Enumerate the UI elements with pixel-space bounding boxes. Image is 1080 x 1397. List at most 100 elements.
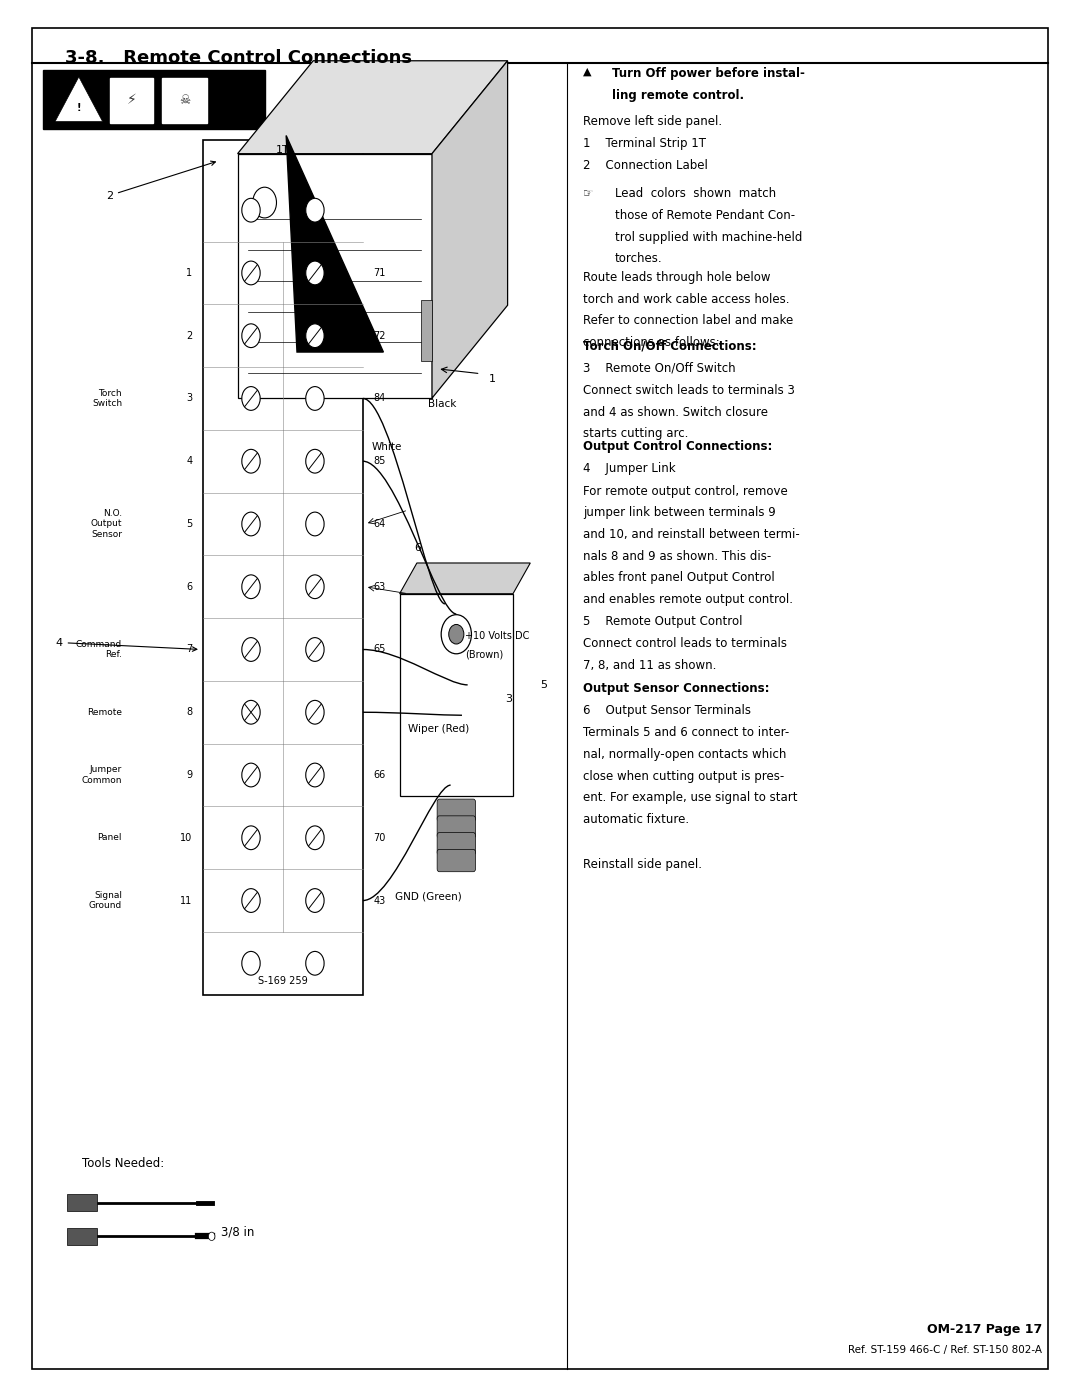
Text: 11: 11	[180, 895, 192, 905]
Text: connections as follows:: connections as follows:	[583, 335, 720, 349]
Text: trol supplied with machine-held: trol supplied with machine-held	[615, 231, 801, 243]
Bar	[110, 78, 153, 123]
FancyBboxPatch shape	[437, 849, 475, 872]
Text: 2: 2	[106, 161, 215, 201]
Polygon shape	[238, 154, 432, 398]
FancyBboxPatch shape	[437, 833, 475, 855]
Text: Output Control Connections:: Output Control Connections:	[583, 440, 772, 453]
Circle shape	[306, 387, 324, 411]
Text: Remote: Remote	[87, 708, 122, 717]
Text: Torch
Switch: Torch Switch	[92, 388, 122, 408]
Text: starts cutting arc.: starts cutting arc.	[583, 427, 689, 440]
Circle shape	[242, 951, 260, 975]
Text: OM-217 Page 17: OM-217 Page 17	[927, 1323, 1042, 1336]
Text: and 10, and reinstall between termi-: and 10, and reinstall between termi-	[583, 528, 800, 541]
Text: 7, 8, and 11 as shown.: 7, 8, and 11 as shown.	[583, 658, 716, 672]
Text: 70: 70	[374, 833, 386, 842]
Text: Remove left side panel.: Remove left side panel.	[583, 115, 723, 127]
Circle shape	[306, 888, 324, 912]
Circle shape	[306, 826, 324, 849]
Text: 1: 1	[186, 268, 192, 278]
Text: 3    Remote On/Off Switch: 3 Remote On/Off Switch	[583, 362, 735, 374]
Text: 1    Terminal Strip 1T: 1 Terminal Strip 1T	[583, 137, 706, 149]
Text: automatic fixture.: automatic fixture.	[583, 813, 689, 826]
Circle shape	[449, 624, 464, 644]
Polygon shape	[238, 61, 508, 154]
Circle shape	[242, 888, 260, 912]
Text: 9: 9	[186, 770, 192, 780]
Text: Connect control leads to terminals: Connect control leads to terminals	[583, 637, 787, 650]
Polygon shape	[286, 136, 383, 352]
Circle shape	[306, 576, 324, 598]
Text: Panel: Panel	[97, 833, 122, 842]
Text: 4    Jumper Link: 4 Jumper Link	[583, 462, 676, 475]
Circle shape	[306, 763, 324, 787]
Text: 63: 63	[374, 581, 386, 592]
Text: jumper link between terminals 9: jumper link between terminals 9	[583, 506, 775, 520]
Text: 3-8.   Remote Control Connections: 3-8. Remote Control Connections	[65, 49, 411, 67]
Circle shape	[306, 700, 324, 724]
Text: 4: 4	[55, 637, 197, 651]
Text: 6: 6	[186, 581, 192, 592]
Text: For remote output control, remove: For remote output control, remove	[583, 485, 788, 497]
Text: 71: 71	[374, 268, 386, 278]
Bar	[421, 300, 432, 362]
Bar	[203, 140, 363, 995]
Text: Wiper (Red): Wiper (Red)	[408, 724, 470, 733]
Circle shape	[242, 261, 260, 285]
Text: 85: 85	[374, 457, 386, 467]
Circle shape	[242, 450, 260, 474]
Text: close when cutting output is pres-: close when cutting output is pres-	[583, 770, 784, 782]
Text: Jumper
Common: Jumper Common	[82, 766, 122, 785]
Text: 6    Output Sensor Terminals: 6 Output Sensor Terminals	[583, 704, 752, 717]
Text: torches.: torches.	[615, 251, 662, 265]
Bar	[67, 1194, 97, 1211]
Circle shape	[242, 700, 260, 724]
Circle shape	[242, 324, 260, 348]
Circle shape	[306, 261, 324, 285]
Circle shape	[242, 513, 260, 536]
Circle shape	[306, 324, 324, 348]
Circle shape	[242, 826, 260, 849]
Text: and enables remote output control.: and enables remote output control.	[583, 592, 793, 606]
Text: N.O.
Output
Sensor: N.O. Output Sensor	[91, 509, 122, 539]
Text: Command
Ref.: Command Ref.	[76, 640, 122, 659]
Text: torch and work cable access holes.: torch and work cable access holes.	[583, 293, 789, 306]
Circle shape	[306, 450, 324, 474]
Text: 65: 65	[374, 644, 386, 655]
Text: 66: 66	[374, 770, 386, 780]
Circle shape	[306, 637, 324, 661]
Text: ables front panel Output Control: ables front panel Output Control	[583, 571, 775, 584]
Text: 7: 7	[186, 644, 192, 655]
Text: ling remote control.: ling remote control.	[612, 89, 744, 102]
Text: nals 8 and 9 as shown. This dis-: nals 8 and 9 as shown. This dis-	[583, 549, 771, 563]
Bar	[43, 70, 265, 129]
FancyBboxPatch shape	[437, 799, 475, 821]
Text: 84: 84	[374, 394, 386, 404]
Text: 4: 4	[186, 457, 192, 467]
Text: and 4 as shown. Switch closure: and 4 as shown. Switch closure	[583, 405, 768, 419]
Text: 8: 8	[186, 707, 192, 717]
Circle shape	[242, 576, 260, 598]
Circle shape	[306, 198, 324, 222]
Text: White: White	[372, 443, 402, 453]
Text: S-169 259: S-169 259	[258, 977, 308, 986]
Polygon shape	[55, 77, 103, 122]
Text: ⚡: ⚡	[126, 94, 137, 108]
Text: 3: 3	[505, 693, 512, 704]
Circle shape	[242, 198, 260, 222]
Circle shape	[242, 763, 260, 787]
Text: 6: 6	[415, 543, 421, 553]
Text: 3: 3	[186, 394, 192, 404]
Circle shape	[208, 1232, 215, 1241]
Circle shape	[242, 637, 260, 661]
Text: ent. For example, use signal to start: ent. For example, use signal to start	[583, 791, 798, 805]
Text: 3/8 in: 3/8 in	[221, 1225, 255, 1239]
Text: 5: 5	[186, 518, 192, 529]
Circle shape	[306, 951, 324, 975]
Circle shape	[253, 187, 276, 218]
Text: GND (Green): GND (Green)	[395, 891, 462, 901]
Text: Turn Off power before instal-: Turn Off power before instal-	[612, 67, 806, 80]
Circle shape	[442, 615, 472, 654]
Bar	[67, 1228, 97, 1245]
